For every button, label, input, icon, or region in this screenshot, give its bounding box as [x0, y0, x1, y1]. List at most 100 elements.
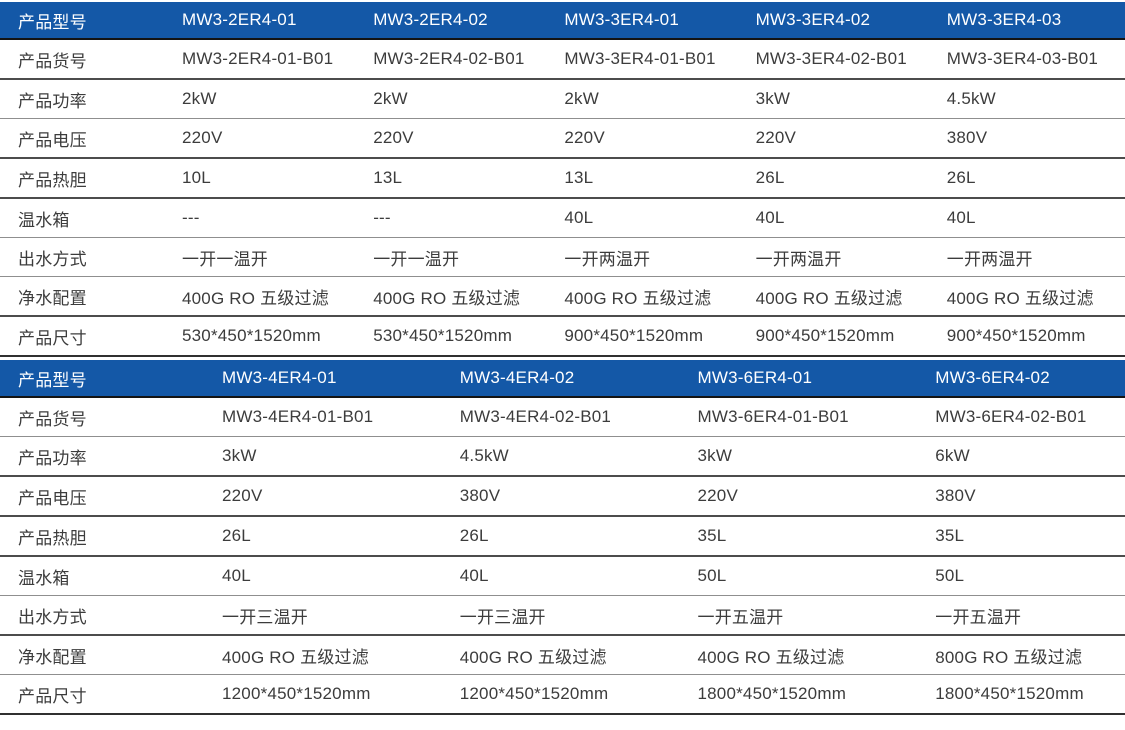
spec-value: MW3-4ER4-01-B01 — [174, 397, 412, 437]
spec-row: 产品电压 220V 380V 220V 380V — [0, 476, 1125, 517]
model-column-header: MW3-2ER4-02 — [360, 2, 552, 40]
spec-value: 一开三温开 — [174, 595, 412, 636]
spec-value: MW3-3ER4-02-B01 — [742, 39, 934, 80]
spec-value: 26L — [411, 516, 650, 557]
spec-value: 3kW — [742, 79, 934, 119]
spec-row-label: 出水方式 — [0, 237, 169, 277]
spec-value: 220V — [360, 118, 552, 159]
spec-value: 10L — [169, 158, 361, 199]
spec-row: 出水方式 一开一温开 一开一温开 一开两温开 一开两温开 一开两温开 — [0, 237, 1125, 277]
spec-value: 2kW — [360, 79, 552, 119]
spec-value: 40L — [742, 198, 934, 238]
spec-row-label: 净水配置 — [0, 276, 169, 317]
spec-value: 40L — [174, 556, 412, 596]
spec-value: 400G RO 五级过滤 — [933, 276, 1125, 317]
spec-value: 40L — [551, 198, 743, 238]
spec-value: 2kW — [169, 79, 361, 119]
spec-row-label: 净水配置 — [0, 635, 174, 675]
spec-label-header: 产品型号 — [0, 360, 174, 398]
spec-value: 一开两温开 — [551, 237, 743, 277]
spec-value: 400G RO 五级过滤 — [169, 276, 361, 317]
spec-value: 1800*450*1520mm — [649, 674, 888, 715]
spec-value: 400G RO 五级过滤 — [174, 635, 412, 675]
spec-value: --- — [360, 198, 552, 238]
spec-value: 900*450*1520mm — [933, 316, 1125, 357]
spec-value: 530*450*1520mm — [169, 316, 361, 357]
spec-value: 13L — [551, 158, 743, 199]
spec-row: 产品尺寸 1200*450*1520mm 1200*450*1520mm 1800*4… — [0, 674, 1125, 715]
spec-row: 产品货号 MW3-4ER4-01-B01 MW3-4ER4-02-B01 MW3-6E… — [0, 397, 1125, 437]
spec-row: 出水方式 一开三温开 一开三温开 一开五温开 一开五温开 — [0, 595, 1125, 636]
spec-value: 800G RO 五级过滤 — [887, 635, 1125, 675]
spec-value: MW3-3ER4-01-B01 — [551, 39, 743, 80]
spec-row: 产品货号 MW3-2ER4-01-B01 MW3-2ER4-02-B01 MW3-3E… — [0, 39, 1125, 80]
spec-value: 380V — [411, 476, 650, 517]
spec-value: MW3-3ER4-03-B01 — [933, 39, 1125, 80]
spec-value: 400G RO 五级过滤 — [411, 635, 650, 675]
model-column-header: MW3-2ER4-01 — [169, 2, 361, 40]
spec-value: 35L — [887, 516, 1125, 557]
spec-value: 26L — [742, 158, 934, 199]
spec-value: 380V — [887, 476, 1125, 517]
spec-row-label: 产品尺寸 — [0, 674, 174, 715]
spec-value: 380V — [933, 118, 1125, 159]
spec-row: 净水配置 400G RO 五级过滤 400G RO 五级过滤 400G RO 五级过滤… — [0, 276, 1125, 317]
spec-row: 温水箱 --- --- 40L 40L 40L — [0, 198, 1125, 238]
spec-value: MW3-4ER4-02-B01 — [411, 397, 650, 437]
spec-value: 一开一温开 — [360, 237, 552, 277]
spec-value: 220V — [551, 118, 743, 159]
spec-row: 净水配置 400G RO 五级过滤 400G RO 五级过滤 400G RO 五级过滤… — [0, 635, 1125, 675]
spec-row: 温水箱 40L 40L 50L 50L — [0, 556, 1125, 596]
spec-value: 400G RO 五级过滤 — [360, 276, 552, 317]
spec-value: 220V — [174, 476, 412, 517]
spec-value: 50L — [887, 556, 1125, 596]
spec-row-label: 温水箱 — [0, 198, 169, 238]
spec-row-label: 出水方式 — [0, 595, 174, 636]
spec-value: 900*450*1520mm — [551, 316, 743, 357]
spec-value: 1200*450*1520mm — [174, 674, 412, 715]
spec-row: 产品尺寸 530*450*1520mm 530*450*1520mm 900*450*… — [0, 316, 1125, 357]
spec-row-label: 产品功率 — [0, 436, 174, 477]
spec-value: 4.5kW — [411, 436, 650, 477]
spec-value: 50L — [649, 556, 888, 596]
spec-row: 产品热胆 10L 13L 13L 26L 26L — [0, 158, 1125, 199]
model-column-header: MW3-3ER4-02 — [742, 2, 934, 40]
spec-value: MW3-6ER4-01-B01 — [649, 397, 888, 437]
spec-value: 一开两温开 — [742, 237, 934, 277]
model-column-header: MW3-6ER4-02 — [887, 360, 1125, 398]
spec-value: 26L — [933, 158, 1125, 199]
model-column-header: MW3-4ER4-01 — [174, 360, 412, 398]
spec-value: 530*450*1520mm — [360, 316, 552, 357]
model-header-row: 产品型号 MW3-2ER4-01 MW3-2ER4-02 MW3-3ER4-01 MW3… — [0, 2, 1125, 40]
spec-row-label: 产品货号 — [0, 39, 169, 80]
spec-row: 产品功率 2kW 2kW 2kW 3kW 4.5kW — [0, 79, 1125, 119]
model-column-header: MW3-4ER4-02 — [411, 360, 650, 398]
spec-value: 2kW — [551, 79, 743, 119]
model-header-row: 产品型号 MW3-4ER4-01 MW3-4ER4-02 MW3-6ER4-01 MW3… — [0, 360, 1125, 398]
spec-value: 3kW — [649, 436, 888, 477]
spec-row-label: 产品功率 — [0, 79, 169, 119]
spec-value: 400G RO 五级过滤 — [742, 276, 934, 317]
spec-row-label: 产品热胆 — [0, 516, 174, 557]
spec-value: MW3-6ER4-02-B01 — [887, 397, 1125, 437]
spec-value: 900*450*1520mm — [742, 316, 934, 357]
spec-value: --- — [169, 198, 361, 238]
spec-value: 400G RO 五级过滤 — [649, 635, 888, 675]
spec-value: MW3-2ER4-01-B01 — [169, 39, 361, 80]
spec-row: 产品热胆 26L 26L 35L 35L — [0, 516, 1125, 557]
spec-value: MW3-2ER4-02-B01 — [360, 39, 552, 80]
product-spec-table-upper: 产品型号 MW3-2ER4-01 MW3-2ER4-02 MW3-3ER4-01 MW3… — [0, 2, 1125, 357]
spec-value: 35L — [649, 516, 888, 557]
spec-value: 13L — [360, 158, 552, 199]
spec-row-label: 产品货号 — [0, 397, 174, 437]
spec-value: 26L — [174, 516, 412, 557]
model-column-header: MW3-3ER4-01 — [551, 2, 743, 40]
spec-value: 220V — [742, 118, 934, 159]
spec-value: 一开三温开 — [411, 595, 650, 636]
spec-value: 一开五温开 — [887, 595, 1125, 636]
spec-row: 产品功率 3kW 4.5kW 3kW 6kW — [0, 436, 1125, 477]
spec-value: 220V — [169, 118, 361, 159]
spec-value: 400G RO 五级过滤 — [551, 276, 743, 317]
spec-value: 1800*450*1520mm — [887, 674, 1125, 715]
spec-row-label: 产品热胆 — [0, 158, 169, 199]
